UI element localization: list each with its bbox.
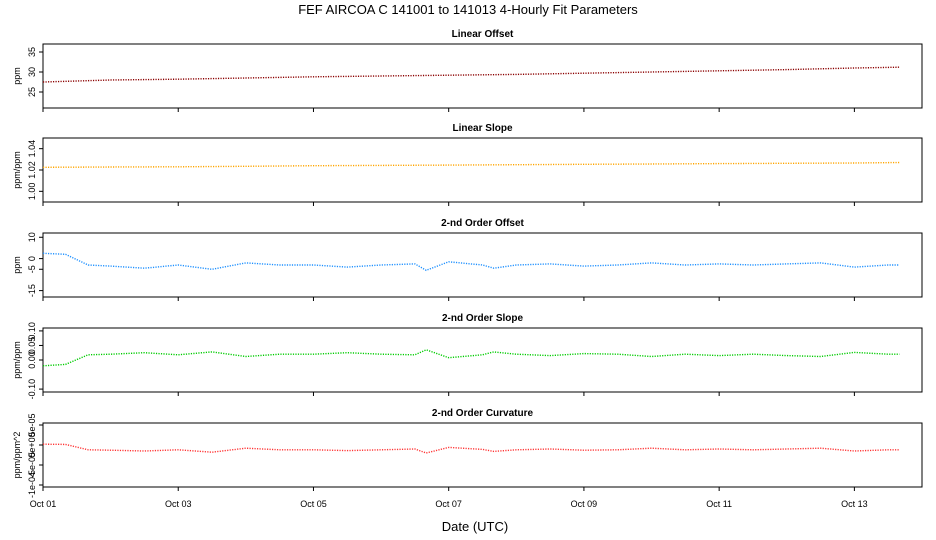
- x-tick-label: Oct 01: [30, 499, 57, 509]
- x-tick-label: Oct 07: [435, 499, 462, 509]
- chart-title: FEF AIRCOA C 141001 to 141013 4-Hourly F…: [298, 2, 638, 17]
- x-tick-label: Oct 05: [300, 499, 327, 509]
- y-tick-label: 5e-05: [27, 413, 37, 436]
- panel-3: 2-nd Order Offset -15 -5 0 10 ppm: [12, 218, 923, 301]
- y-tick-label: 1.02: [27, 161, 37, 179]
- y-tick-label: 1.04: [27, 140, 37, 158]
- panel-frame: [42, 137, 923, 203]
- y-tick-label: -15: [27, 284, 37, 297]
- panel-frame: [42, 422, 923, 488]
- y-tick-label: 0: [27, 256, 37, 261]
- y-axis-label: ppm: [12, 256, 22, 274]
- series-line: [42, 161, 900, 168]
- y-tick-label: 0.00: [27, 351, 37, 369]
- panel-frame: [42, 43, 923, 109]
- panels-container: Linear Offset 25 30 35 ppm Linear Slope 1.00 1.…: [12, 29, 923, 498]
- y-tick-label: -5e-05: [27, 452, 37, 478]
- panel-title: 2-nd Order Offset: [441, 218, 524, 229]
- panel-title: Linear Offset: [452, 29, 514, 40]
- panel-1: Linear Offset 25 30 35 ppm: [12, 29, 923, 112]
- panel-title: 2-nd Order Slope: [442, 313, 524, 324]
- series-line: [42, 349, 900, 367]
- panel-5: 2-nd Order Curvature -1e-04-5e-050e+005e-…: [12, 408, 923, 498]
- y-tick-label: 0e+00: [27, 432, 37, 457]
- series-line: [42, 252, 900, 272]
- x-axis-label: Date (UTC): [442, 519, 508, 534]
- x-axis: Oct 01 Oct 03 Oct 05 Oct 07 Oct 09 Oct 11 Oct …: [30, 499, 868, 509]
- y-tick-label: 35: [27, 47, 37, 57]
- y-tick-label: 1.00: [27, 183, 37, 201]
- y-tick-label: -5: [27, 265, 37, 273]
- y-axis-label: ppm/ppm^2: [12, 432, 22, 479]
- y-tick-label: -0.10: [27, 379, 37, 400]
- y-tick-label: 10: [27, 232, 37, 242]
- y-axis-label: ppm/ppm: [12, 341, 22, 379]
- x-tick-label: Oct 11: [706, 499, 732, 509]
- x-tick-label: Oct 13: [841, 499, 868, 509]
- panel-frame: [42, 232, 923, 298]
- y-tick-label: -1e-04: [27, 472, 37, 498]
- panel-title: Linear Slope: [452, 123, 512, 134]
- series-line: [42, 443, 900, 454]
- panel-2: Linear Slope 1.00 1.02 1.04 ppm/ppm: [12, 123, 923, 206]
- series-line: [42, 66, 900, 83]
- y-axis-label: ppm: [12, 67, 22, 85]
- x-tick-label: Oct 09: [571, 499, 598, 509]
- y-tick-label: 0.10: [27, 322, 37, 340]
- y-tick-label: 0.05: [27, 337, 37, 355]
- y-axis-label: ppm/ppm: [12, 151, 22, 189]
- panel-frame: [42, 327, 923, 393]
- x-tick-label: Oct 03: [165, 499, 192, 509]
- y-tick-label: 30: [27, 67, 37, 77]
- panel-title: 2-nd Order Curvature: [432, 408, 534, 419]
- y-tick-label: 25: [27, 87, 37, 97]
- panel-4: 2-nd Order Slope -0.10 0.000.050.10 ppm/ppm: [12, 313, 923, 400]
